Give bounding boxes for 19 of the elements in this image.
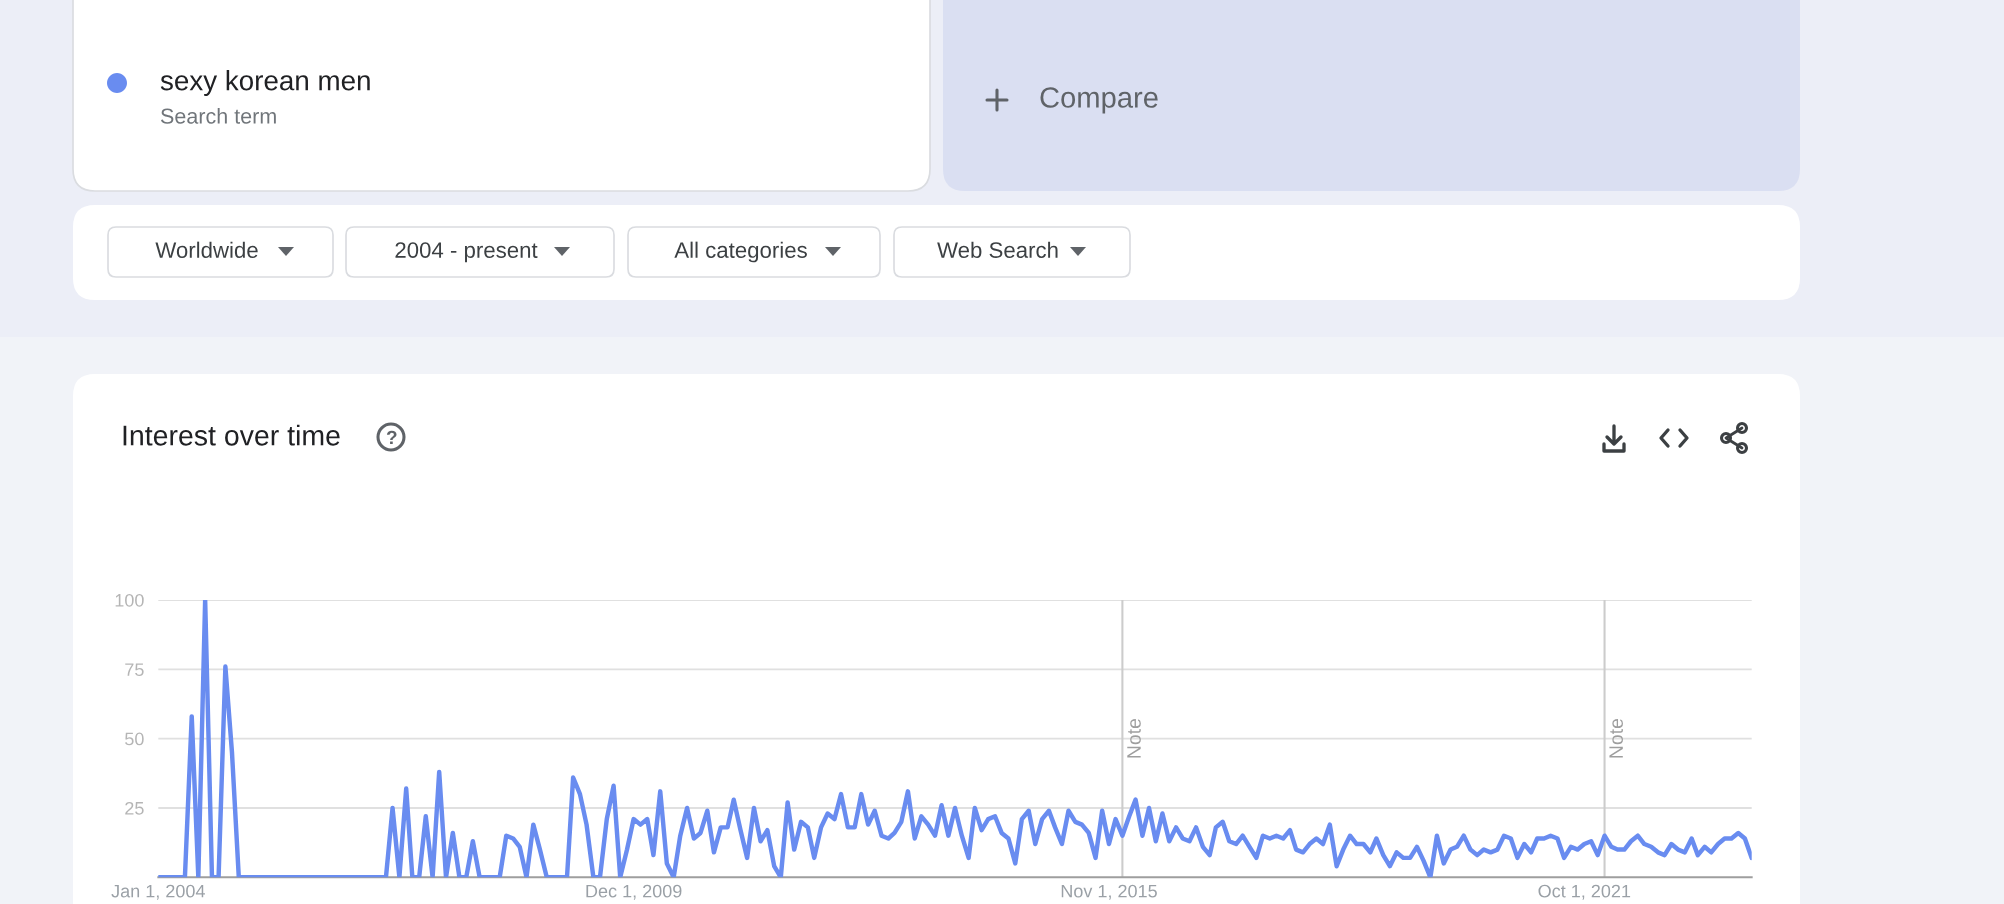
x-tick-label: Nov 1, 2015 <box>1061 884 1157 900</box>
text: Web Search <box>937 241 1058 258</box>
y-tick-label: 50 <box>125 732 144 746</box>
text: Search term <box>160 107 276 124</box>
x-tick-label: Oct 1, 2021 <box>1538 884 1631 900</box>
legend-label: sexy korean men <box>160 70 370 96</box>
chart-title: Interest over time <box>123 424 340 446</box>
x-tick-label: Jan 1, 2004 <box>111 884 205 900</box>
text: 2004 - present <box>395 242 538 263</box>
text: Compare <box>1040 87 1158 114</box>
ref-line-label: Note <box>1127 718 1141 758</box>
line-series <box>158 600 1752 878</box>
y-tick-label: 75 <box>125 663 144 677</box>
text: All categories <box>674 241 807 263</box>
text: Worldwide <box>155 241 258 258</box>
x-tick-label: Dec 1, 2009 <box>586 884 682 900</box>
y-tick-label: 100 <box>115 593 144 607</box>
y-tick-label: 25 <box>125 801 144 815</box>
ref-line-label: Note <box>1609 718 1623 758</box>
